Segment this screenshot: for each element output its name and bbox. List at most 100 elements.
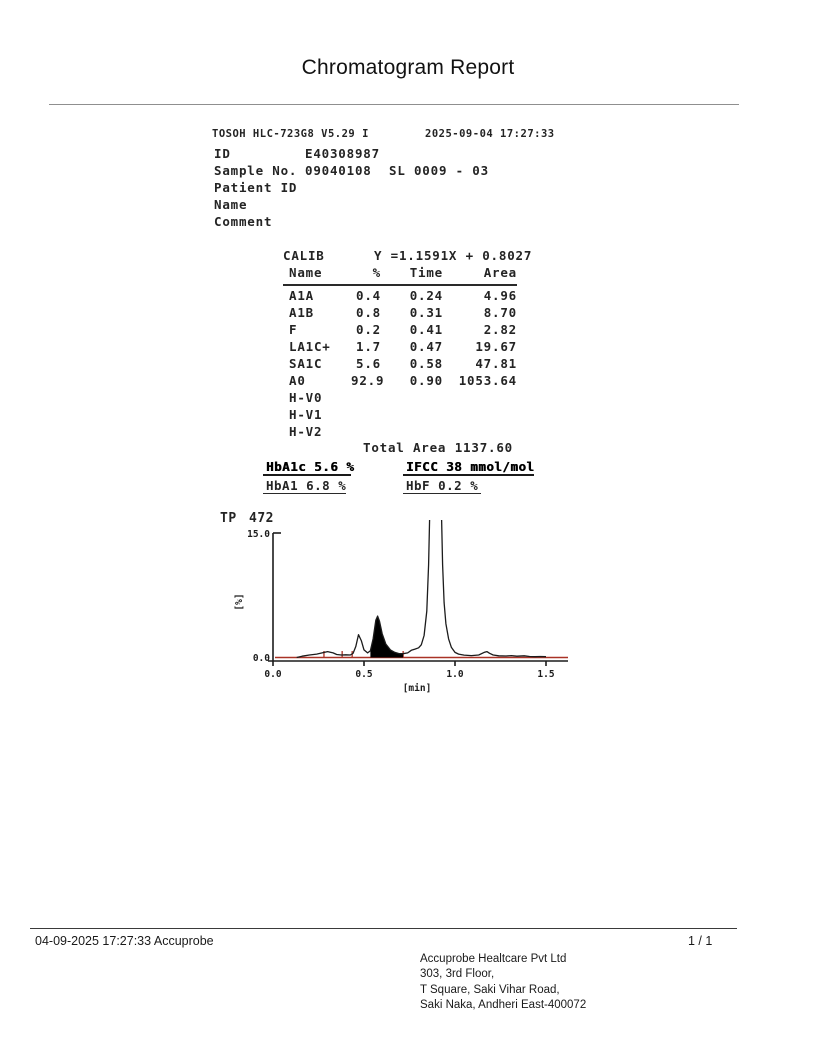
total-area-label: Total Area xyxy=(363,440,447,455)
table-cell: 1053.64 xyxy=(458,373,517,388)
result-hbf: HbF 0.2 % xyxy=(403,478,481,494)
device-header: TOSOH HLC-723G8 V5.29 I 2025-09-04 17:27… xyxy=(212,128,692,140)
column-header-area: Area xyxy=(483,265,517,280)
table-cell: LA1C+ xyxy=(289,339,331,354)
table-cell: H-V1 xyxy=(289,407,323,422)
y-label-bottom: 0.0 xyxy=(253,653,270,664)
tp-value: 472 xyxy=(249,511,274,526)
info-label: Patient ID xyxy=(214,180,298,195)
table-cell xyxy=(381,424,443,441)
address-line: Saki Naka, Andheri East-400072 xyxy=(420,999,587,1012)
calib-table-body: A1A 0.4 0.24 4.96 A1B 0.8 0.31 8.70 F 0.2 0.41 2.82… xyxy=(283,288,517,441)
page-title: Chromatogram Report xyxy=(301,56,515,79)
sample-info-row: Patient ID xyxy=(212,180,652,197)
footer-timestamp: 04-09-2025 17:27:33 Accuprobe xyxy=(35,934,214,948)
table-cell xyxy=(351,424,381,441)
y-unit-label: [%] xyxy=(234,593,245,610)
chromatogram-trace xyxy=(296,520,547,659)
total-peaks-line: TP 472 xyxy=(220,511,273,526)
table-row: H-V0 xyxy=(283,390,517,407)
calib-label: CALIB xyxy=(283,248,325,263)
address-line: T Square, Saki Vihar Road, xyxy=(420,983,560,996)
x-axis-tick-labels: 0.0 0.5 1.0 1.5 xyxy=(264,669,554,680)
sample-info-row: Sample No. 09040108 SL 0009 - 03 xyxy=(212,163,652,180)
title-divider xyxy=(49,104,739,105)
table-row: H-V2 xyxy=(283,424,517,441)
address-line: 303, 3rd Floor, xyxy=(420,968,495,981)
table-cell: 0.47 xyxy=(409,339,443,354)
table-cell: 5.6 xyxy=(356,356,381,371)
table-cell: 0.31 xyxy=(409,305,443,320)
x-tick-label: 1.0 xyxy=(446,669,463,680)
info-label: Sample No. xyxy=(214,163,298,178)
table-cell: 0.41 xyxy=(409,322,443,337)
sample-info-row: Comment xyxy=(212,214,652,231)
page-number: 1 / 1 xyxy=(688,934,713,948)
info-extra: SL 0009 - 03 xyxy=(389,163,489,178)
table-row: A1B 0.8 0.31 8.70 xyxy=(283,305,517,322)
table-cell xyxy=(381,390,443,407)
column-header-name: Name xyxy=(289,265,323,280)
info-label: Name xyxy=(214,197,248,212)
table-cell xyxy=(443,390,517,407)
table-cell xyxy=(443,407,517,424)
table-cell: A0 xyxy=(289,373,306,388)
table-row: SA1C 5.6 0.58 47.81 xyxy=(283,356,517,373)
column-header-time: Time xyxy=(409,265,443,280)
info-label: Comment xyxy=(214,214,273,229)
table-cell: 0.4 xyxy=(356,288,381,303)
x-unit-label: [min] xyxy=(403,683,432,694)
table-cell: 19.67 xyxy=(475,339,517,354)
tp-label: TP xyxy=(220,511,237,526)
y-label-top: 15.0 xyxy=(247,529,270,540)
x-tick-label: 1.5 xyxy=(537,669,554,680)
table-cell: 0.58 xyxy=(409,356,443,371)
table-cell xyxy=(351,390,381,407)
lab-address-block: Accuprobe Healtcare Pvt Ltd 303, 3rd Floo… xyxy=(420,952,586,1014)
table-cell: 4.96 xyxy=(483,288,517,303)
table-row: A1A 0.4 0.24 4.96 xyxy=(283,288,517,305)
device-model: TOSOH HLC-723G8 V5.29 I xyxy=(212,128,369,140)
info-value: E40308987 xyxy=(305,146,380,161)
table-cell: H-V0 xyxy=(289,390,323,405)
sample-info-row: ID E40308987 xyxy=(212,146,652,163)
table-cell: A1A xyxy=(289,288,314,303)
result-hba1c: HbA1c 5.6 % xyxy=(263,459,354,476)
info-value: 09040108 xyxy=(305,163,372,178)
x-tick-label: 0.0 xyxy=(264,669,281,680)
report-datetime: 2025-09-04 17:27:33 xyxy=(425,128,555,140)
calib-equation: Y =1.1591X + 0.8027 xyxy=(374,248,533,263)
table-cell: 0.8 xyxy=(356,305,381,320)
x-axis-ticks xyxy=(272,661,547,666)
table-cell: SA1C xyxy=(289,356,323,371)
table-cell: 1.7 xyxy=(356,339,381,354)
table-cell xyxy=(351,407,381,424)
total-area-value: 1137.60 xyxy=(454,440,513,455)
table-cell: A1B xyxy=(289,305,314,320)
table-cell: 2.82 xyxy=(483,322,517,337)
address-line: Accuprobe Healtcare Pvt Ltd xyxy=(420,953,567,965)
total-area-line: Total Area 1137.60 xyxy=(363,440,523,455)
table-cell: 0.2 xyxy=(356,322,381,337)
footer-divider xyxy=(30,928,737,929)
table-row: LA1C+ 1.7 0.47 19.67 xyxy=(283,339,517,356)
x-tick-label: 0.5 xyxy=(355,669,372,680)
table-cell: 8.70 xyxy=(483,305,517,320)
table-cell: 92.9 xyxy=(351,373,385,388)
table-cell: H-V2 xyxy=(289,424,323,439)
table-row: A0 92.9 0.90 1053.64 xyxy=(283,373,517,390)
sample-info-row: Name xyxy=(212,197,652,214)
result-ifcc: IFCC 38 mmol/mol xyxy=(403,459,534,476)
info-label: ID xyxy=(214,146,231,161)
table-cell xyxy=(381,407,443,424)
table-row: H-V1 xyxy=(283,407,517,424)
chromatogram-chart: 0.0 0.5 1.0 1.5 15.0 0.0 [%] [min] xyxy=(234,520,568,694)
table-cell: 0.90 xyxy=(409,373,443,388)
filled-peak-sa1c xyxy=(370,616,404,658)
table-cell: 47.81 xyxy=(475,356,517,371)
column-header-percent: % xyxy=(372,265,381,280)
calib-table-header: Name % Time Area xyxy=(283,265,517,286)
result-hba1: HbA1 6.8 % xyxy=(263,478,346,494)
table-cell: F xyxy=(289,322,298,337)
